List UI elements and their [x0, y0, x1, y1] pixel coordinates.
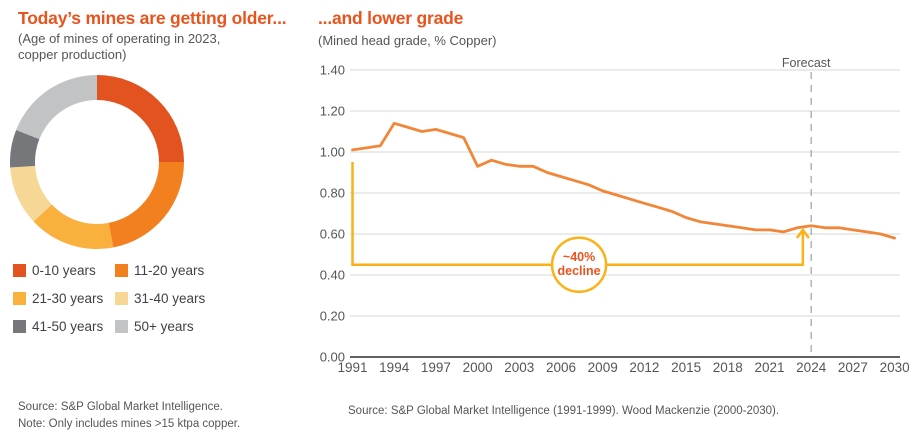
left-source-line: Source: S&P Global Market Intelligence. — [18, 401, 223, 413]
legend-swatch-icon — [115, 319, 128, 333]
y-tick-label: 0.80 — [320, 186, 345, 201]
legend-item-11-20-years: 11-20 years — [115, 262, 205, 278]
right-chart-subtitle: (Mined head grade, % Copper) — [318, 33, 497, 48]
x-tick-label: 2021 — [754, 360, 784, 375]
legend-label: 41-50 years — [32, 318, 104, 334]
forecast-label: Forecast — [782, 56, 831, 70]
x-tick-label: 2030 — [880, 360, 910, 375]
y-tick-label: 0.00 — [320, 350, 345, 365]
x-tick-label: 2027 — [838, 360, 868, 375]
legend-item-41-50-years: 41-50 years — [13, 318, 115, 334]
x-tick-label: 2015 — [671, 360, 701, 375]
x-tick-label: 1991 — [337, 360, 367, 375]
x-tick-label: 1994 — [379, 360, 410, 375]
left-source-note: Source: S&P Global Market Intelligence. … — [18, 399, 240, 434]
x-tick-label: 2018 — [713, 360, 743, 375]
legend-label: 31-40 years — [134, 290, 206, 306]
x-tick-label: 2012 — [629, 360, 659, 375]
right-source-note: Source: S&P Global Market Intelligence (… — [348, 405, 780, 417]
line-chart: 0.00 0.20 0.40 0.60 0.80 1.00 1.20 1.40 1991 1994… — [320, 56, 910, 375]
decline-badge-circle — [550, 236, 608, 293]
donut-segment-11-20-years — [108, 162, 184, 248]
decline-badge-text-1: ~40% — [563, 250, 595, 264]
y-tick-label: 1.40 — [320, 63, 345, 78]
donut-chart — [10, 75, 184, 250]
left-note-line: Note: Only includes mines >15 ktpa coppe… — [18, 418, 241, 431]
x-tick-label: 2009 — [588, 360, 618, 375]
decline-badge-text-2: decline — [558, 264, 601, 278]
donut-segment-41-50-years — [10, 129, 40, 168]
donut-segment-31-40-years — [10, 165, 52, 222]
up-arrow-icon — [795, 227, 810, 239]
left-chart-subtitle: (Age of mines of operating in 2023, copp… — [18, 31, 221, 63]
legend-swatch-icon — [13, 263, 26, 277]
x-tick-label: 2000 — [463, 360, 493, 375]
left-chart-title: Today’s mines are getting older... — [18, 8, 287, 28]
y-tick-label: 0.40 — [320, 268, 345, 283]
donut-legend: 0-10 years 11-20 years 21-30 years 31-40 ye… — [13, 262, 206, 334]
donut-segment-21-30-years — [33, 204, 114, 250]
x-tick-label: 2024 — [796, 360, 827, 375]
legend-swatch-icon — [13, 291, 26, 305]
legend-swatch-icon — [115, 263, 128, 277]
legend-item-0-10-years: 0-10 years — [13, 262, 115, 278]
y-tick-label: 1.00 — [320, 145, 345, 160]
legend-item-50+-years: 50+ years — [115, 318, 205, 334]
y-tick-label: 0.60 — [320, 227, 345, 242]
legend-swatch-icon — [13, 319, 26, 333]
x-tick-label: 1997 — [421, 360, 451, 375]
legend-label: 21-30 years — [32, 290, 104, 306]
x-tick-label: 2006 — [546, 360, 576, 375]
y-tick-label: 1.20 — [320, 104, 345, 119]
y-tick-label: 0.20 — [320, 309, 345, 324]
legend-swatch-icon — [115, 291, 128, 305]
legend-label: 11-20 years — [134, 262, 205, 278]
legend-item-21-30-years: 21-30 years — [13, 290, 115, 306]
legend-item-31-40-years: 31-40 years — [115, 290, 206, 306]
legend-label: 50+ years — [134, 318, 194, 334]
donut-segment-50+-years — [16, 75, 97, 140]
right-chart-title: ...and lower grade — [318, 8, 464, 28]
head-grade-line-series — [351, 121, 896, 240]
legend-label: 0-10 years — [32, 262, 96, 278]
donut-segment-0-10-years — [97, 75, 184, 162]
x-tick-label: 2003 — [504, 360, 534, 375]
